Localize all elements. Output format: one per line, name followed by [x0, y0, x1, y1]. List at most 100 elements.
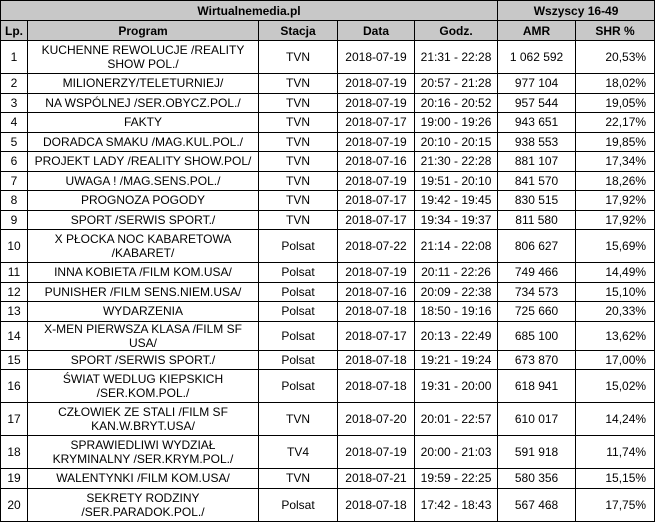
- cell-stacja: TVN: [258, 209, 338, 230]
- cell-data: 2018-07-16: [337, 151, 415, 172]
- cell-amr: 749 466: [497, 262, 577, 283]
- cell-data: 2018-07-21: [337, 468, 415, 489]
- cell-shr: 17,00%: [575, 349, 655, 370]
- cell-godz: 21:30 - 22:28: [413, 151, 499, 172]
- cell-lp: 18: [0, 435, 28, 469]
- cell-lp: 5: [0, 131, 28, 152]
- cell-lp: 11: [0, 262, 28, 283]
- cell-data: 2018-07-19: [337, 73, 415, 94]
- cell-godz: 20:10 - 20:15: [413, 131, 499, 152]
- cell-data: 2018-07-17: [337, 320, 415, 351]
- table-row: 6 PROJEKT LADY /REALITY SHOW.POL/TVN 2018-…: [0, 151, 655, 172]
- cell-amr: 591 918: [497, 435, 577, 469]
- table-row: 13 WYDARZENIA Polsat 2018-07-18 18:50 - 19:1…: [0, 301, 655, 322]
- cell-lp: 13: [0, 301, 28, 322]
- cell-godz: 21:31 - 22:28: [413, 40, 499, 74]
- cell-shr: 14,24%: [575, 402, 655, 436]
- cell-program: MILIONERZY/TELETURNIEJ/: [27, 73, 259, 94]
- cell-program: KUCHENNE REWOLUCJE /REALITY SHOW POL./: [27, 40, 259, 74]
- col-data: Data: [337, 20, 415, 41]
- cell-amr: 938 553: [497, 131, 577, 152]
- cell-godz: 20:09 - 22:38: [413, 281, 499, 302]
- cell-lp: 6: [0, 151, 28, 172]
- cell-lp: 20: [0, 487, 28, 522]
- cell-data: 2018-07-20: [337, 402, 415, 436]
- cell-data: 2018-07-19: [337, 40, 415, 74]
- col-amr: AMR: [497, 20, 577, 41]
- cell-lp: 14: [0, 320, 28, 351]
- cell-shr: 11,74%: [575, 435, 655, 469]
- cell-shr: 20,53%: [575, 40, 655, 74]
- cell-shr: 17,75%: [575, 487, 655, 522]
- cell-lp: 3: [0, 92, 28, 113]
- cell-shr: 19,05%: [575, 92, 655, 113]
- cell-stacja: Polsat: [258, 369, 338, 403]
- cell-godz: 17:42 - 18:43: [413, 487, 499, 522]
- table-row: 15 SPORT /SERWIS SPORT./Polsat 2018-07-18 1…: [0, 349, 655, 370]
- cell-shr: 18,02%: [575, 73, 655, 94]
- cell-godz: 18:50 - 19:16: [413, 301, 499, 322]
- cell-program: PROGNOZA POGODY: [27, 190, 259, 211]
- cell-data: 2018-07-19: [337, 262, 415, 283]
- cell-lp: 12: [0, 281, 28, 302]
- cell-godz: 20:57 - 21:28: [413, 73, 499, 94]
- cell-program: PROJEKT LADY /REALITY SHOW.POL/: [27, 151, 259, 172]
- cell-lp: 19: [0, 468, 28, 489]
- cell-shr: 20,33%: [575, 301, 655, 322]
- cell-program: SPORT /SERWIS SPORT./: [27, 209, 259, 230]
- cell-amr: 830 515: [497, 190, 577, 211]
- col-stacja: Stacja: [258, 20, 338, 41]
- cell-program: FAKTY: [27, 112, 259, 133]
- cell-stacja: Polsat: [258, 487, 338, 522]
- cell-program: ŚWIAT WEDLUG KIEPSKICH /SER.KOM.POL./: [27, 369, 259, 403]
- cell-program: NA WSPÓLNEJ /SER.OBYCZ.POL./: [27, 92, 259, 113]
- cell-amr: 1 062 592: [497, 40, 577, 74]
- table-row: 4 FAKTY TVN 2018-07-17 19:00 - 19:26 943 651 2…: [0, 112, 655, 133]
- cell-program: WALENTYNKI /FILM KOM.USA/: [27, 468, 259, 489]
- cell-program: X-MEN PIERWSZA KLASA /FILM SF USA/: [27, 320, 259, 351]
- col-godz: Godz.: [413, 20, 499, 41]
- cell-stacja: TV4: [258, 435, 338, 469]
- cell-amr: 618 941: [497, 369, 577, 403]
- col-lp: Lp.: [0, 20, 28, 41]
- cell-stacja: Polsat: [258, 301, 338, 322]
- cell-shr: 22,17%: [575, 112, 655, 133]
- cell-program: DORADCA SMAKU /MAG.KUL.POL./: [27, 131, 259, 152]
- table-row: 1 KUCHENNE REWOLUCJE /REALITY SHOW POL./T…: [0, 40, 655, 74]
- cell-lp: 7: [0, 170, 28, 191]
- cell-data: 2018-07-18: [337, 487, 415, 522]
- cell-data: 2018-07-18: [337, 369, 415, 403]
- cell-stacja: Polsat: [258, 229, 338, 263]
- table-row: 5 DORADCA SMAKU /MAG.KUL.POL./TVN 2018-07-…: [0, 131, 655, 152]
- cell-amr: 841 570: [497, 170, 577, 191]
- cell-data: 2018-07-18: [337, 301, 415, 322]
- cell-lp: 1: [0, 40, 28, 74]
- table-row: 10 X PŁOCKA NOC KABARETOWA /KABARET/Polsa…: [0, 229, 655, 263]
- cell-shr: 13,62%: [575, 320, 655, 351]
- table-row: 11 INNA KOBIETA /FILM KOM.USA/Polsat 2018-…: [0, 262, 655, 283]
- cell-stacja: Polsat: [258, 262, 338, 283]
- cell-godz: 20:16 - 20:52: [413, 92, 499, 113]
- table-row: 8 PROGNOZA POGODY TVN 2018-07-17 19:42 - 19:…: [0, 190, 655, 211]
- cell-lp: 9: [0, 209, 28, 230]
- cell-amr: 673 870: [497, 349, 577, 370]
- cell-program: UWAGA ! /MAG.SENS.POL./: [27, 170, 259, 191]
- col-shr: SHR %: [575, 20, 655, 41]
- cell-shr: 15,02%: [575, 369, 655, 403]
- cell-shr: 18,26%: [575, 170, 655, 191]
- cell-data: 2018-07-16: [337, 281, 415, 302]
- cell-data: 2018-07-17: [337, 209, 415, 230]
- table-row: 3 NA WSPÓLNEJ /SER.OBYCZ.POL./TVN 2018-07-…: [0, 92, 655, 113]
- cell-shr: 17,92%: [575, 190, 655, 211]
- table-row: 9 SPORT /SERWIS SPORT./TVN 2018-07-17 19:34…: [0, 209, 655, 230]
- cell-stacja: TVN: [258, 170, 338, 191]
- table-row: 2 MILIONERZY/TELETURNIEJ/TVN 2018-07-19 20:…: [0, 73, 655, 94]
- cell-stacja: TVN: [258, 402, 338, 436]
- cell-amr: 580 356: [497, 468, 577, 489]
- cell-shr: 17,34%: [575, 151, 655, 172]
- table-row: 20 SEKRETY RODZINY /SER.PARADOK.POL./Pols…: [0, 487, 655, 522]
- cell-amr: 725 660: [497, 301, 577, 322]
- cell-program: SEKRETY RODZINY /SER.PARADOK.POL./: [27, 487, 259, 522]
- cell-amr: 943 651: [497, 112, 577, 133]
